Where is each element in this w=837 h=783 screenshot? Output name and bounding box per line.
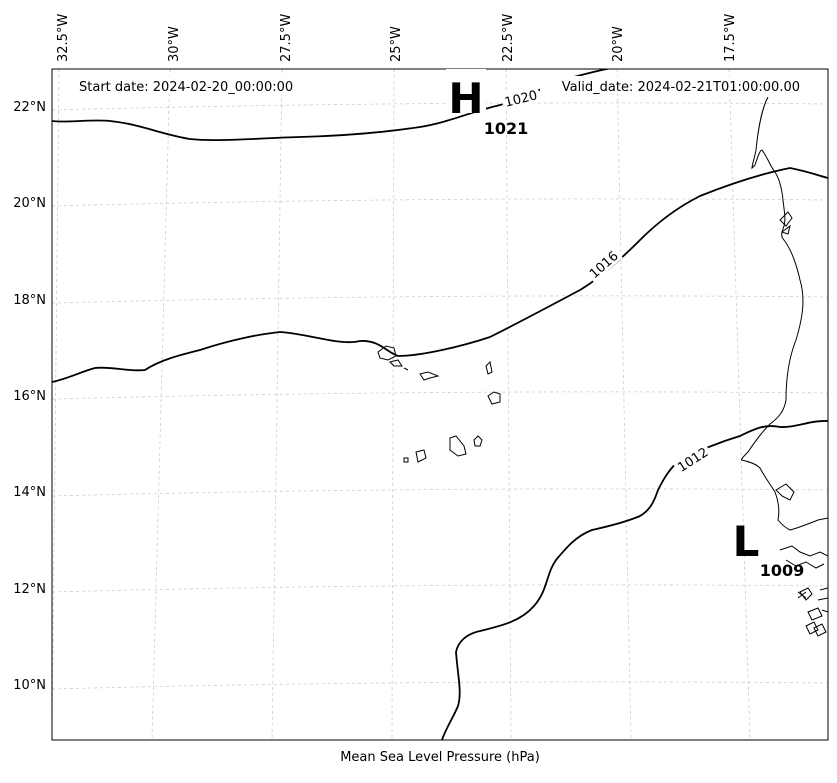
parallel-22n (52, 102, 828, 111)
island-santa-luzia (403, 367, 409, 371)
lon-tick-label: 20°W (611, 26, 626, 62)
lon-tick-label: 25°W (389, 26, 404, 62)
lat-tick-label: 10°N (13, 678, 46, 693)
meridian-27-5w (271, 69, 283, 740)
island-boa-vista (487, 391, 501, 405)
isobar-1012 (441, 420, 828, 740)
coast-feature-1 (779, 211, 793, 227)
meridian-17-5w (728, 69, 751, 740)
coast-feature-2 (780, 224, 791, 235)
island-maio (473, 435, 483, 447)
lon-tick-label: 22.5°W (501, 14, 516, 62)
low-letter: L (733, 517, 760, 566)
lat-tick-label: 12°N (13, 582, 46, 597)
island-bijagos-1 (799, 587, 813, 601)
coast-guinea (779, 545, 828, 557)
island-sal (485, 360, 493, 375)
lon-tick-label: 27.5°W (279, 14, 294, 62)
lat-tick-label: 22°N (13, 100, 46, 115)
meridian-20w (616, 69, 632, 740)
parallel-18n (52, 295, 828, 304)
parallel-16n (52, 391, 828, 400)
island-bijagos-4 (813, 623, 827, 637)
lat-tick-label: 18°N (13, 293, 46, 308)
parallel-14n (52, 488, 828, 497)
lat-tick-label: 16°N (13, 389, 46, 404)
island-bijagos-2 (807, 607, 823, 621)
island-sao-vicente (389, 359, 403, 367)
island-sao-nicolau (419, 371, 440, 381)
low-value: 1009 (760, 561, 805, 580)
meridian-25w (391, 69, 395, 740)
isobar-1016 (52, 167, 828, 383)
lon-tick-label: 32.5°W (56, 14, 71, 62)
meridian-32-5w (52, 69, 60, 740)
coast-guinea-bissau (817, 587, 828, 613)
island-fogo (415, 449, 427, 463)
start-date-text: Start date: 2024-02-20_00:00:00 (79, 80, 293, 95)
meridian-30w (151, 69, 171, 740)
lat-tick-labels: 22°N 20°N 18°N 16°N 14°N 12°N 10°N (13, 100, 46, 693)
lon-tick-labels: 32.5°W 30°W 27.5°W 25°W 22.5°W 20°W 17.5… (56, 14, 738, 62)
coastline (741, 96, 828, 637)
lat-tick-label: 14°N (13, 485, 46, 500)
island-bijagos-3 (805, 621, 819, 635)
island-brava (403, 457, 409, 463)
parallel-20n (52, 198, 828, 207)
map-border (51, 68, 829, 741)
coast-west-africa (741, 96, 828, 531)
coast-gambia (775, 483, 795, 501)
map-frame (52, 69, 828, 740)
lat-tick-label: 20°N (13, 196, 46, 211)
x-axis-label: Mean Sea Level Pressure (hPa) (340, 750, 540, 765)
coast-guinea-2 (785, 559, 825, 569)
lon-tick-label: 17.5°W (723, 14, 738, 62)
parallel-12n (52, 584, 828, 593)
valid-date-text: Valid_date: 2024-02-21T01:00:00.00 (562, 80, 800, 95)
meridian-22-5w (505, 69, 512, 740)
high-value: 1021 (484, 119, 529, 138)
low-pressure-center: L 1009 (733, 517, 805, 580)
coast-cross-mark (797, 591, 807, 599)
lon-tick-label: 30°W (167, 26, 182, 62)
island-santiago (449, 435, 467, 457)
parallel-10n (52, 681, 828, 690)
high-letter: H (448, 74, 483, 123)
graticule (52, 69, 828, 740)
high-pressure-center: H 1021 (446, 69, 528, 138)
